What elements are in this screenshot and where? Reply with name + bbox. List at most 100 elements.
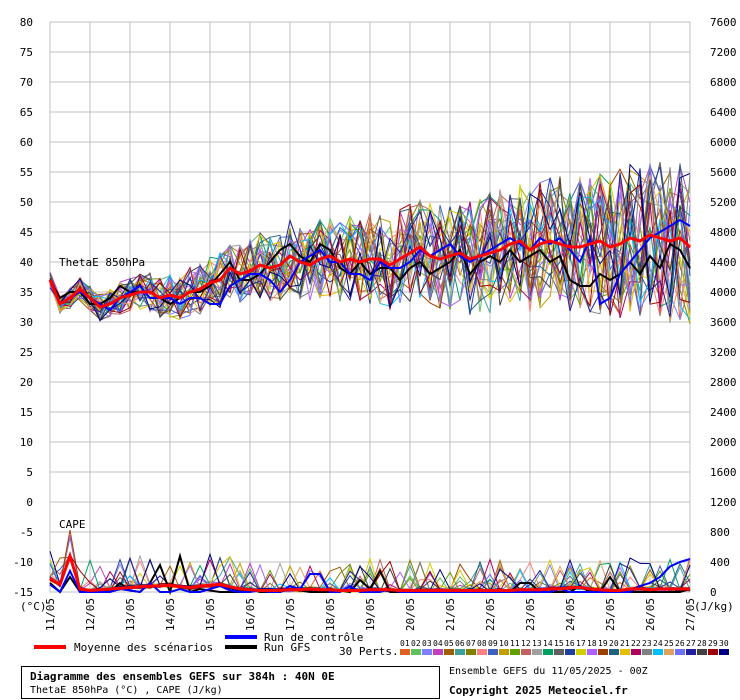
right-axis-ticks: 7600720068006400600056005200480044004000… (710, 16, 737, 599)
left-tick-label: 0 (26, 496, 33, 509)
perturbation-number: 13 (532, 639, 542, 648)
perturbation-number: 25 (664, 639, 674, 648)
right-tick-label: 6000 (710, 136, 737, 149)
left-tick-label: 70 (20, 76, 33, 89)
perturbations-label: 30 Perts. (339, 645, 399, 658)
perturbation-swatch (620, 649, 630, 655)
perturbation-swatch (510, 649, 520, 655)
right-tick-label: 4400 (710, 256, 737, 269)
copyright: Copyright 2025 Meteociel.fr (449, 684, 628, 697)
perturbation-number: 17 (576, 639, 586, 648)
right-tick-label: 7600 (710, 16, 737, 29)
left-tick-label: -5 (20, 526, 33, 539)
perturbation-number: 03 (422, 639, 432, 648)
perturbation-swatch (664, 649, 674, 655)
perturbation-number: 24 (653, 639, 663, 648)
perturbation-swatch (400, 649, 410, 655)
perturbation-swatch (631, 649, 641, 655)
x-tick-label: 26/05 (644, 598, 657, 631)
perturbation-swatch (653, 649, 663, 655)
x-tick-label: 22/05 (484, 598, 497, 631)
x-tick-label: 18/05 (324, 598, 337, 631)
perturbation-number: 08 (477, 639, 487, 648)
right-tick-label: 4000 (710, 286, 737, 299)
diagram-subtitle: ThetaE 850hPa (°C) , CAPE (J/kg) (30, 685, 223, 696)
perturbation-number: 26 (675, 639, 685, 648)
diagram-title: Diagramme des ensembles GEFS sur 384h : … (30, 670, 335, 683)
right-tick-label: 1600 (710, 466, 737, 479)
x-tick-label: 13/05 (124, 598, 137, 631)
right-tick-label: 7200 (710, 46, 737, 59)
perturbation-number: 30 (719, 639, 729, 648)
perturbation-number: 10 (499, 639, 509, 648)
left-tick-label: 40 (20, 256, 33, 269)
x-tick-label: 24/05 (564, 598, 577, 631)
left-tick-label: 75 (20, 46, 33, 59)
x-axis-labels: 11/05 12/05 13/05 14/05 15/05 16/05 17/05 18/05… (44, 598, 697, 631)
left-tick-label: 10 (20, 436, 33, 449)
perturbation-swatch (466, 649, 476, 655)
gfs-legend-label: Run GFS (264, 641, 310, 654)
x-tick-label: 11/05 (44, 598, 57, 631)
right-tick-label: 2000 (710, 436, 737, 449)
x-tick-label: 16/05 (244, 598, 257, 631)
x-tick-label: 12/05 (84, 598, 97, 631)
perturbation-number: 28 (697, 639, 707, 648)
left-tick-label: 35 (20, 286, 33, 299)
perturbation-thetae-line (49, 163, 691, 322)
perturbation-swatch (565, 649, 575, 655)
perturbation-number: 23 (642, 639, 652, 648)
perturbation-number: 19 (598, 639, 608, 648)
right-tick-label: 6800 (710, 76, 737, 89)
x-tick-label: 15/05 (204, 598, 217, 631)
perturbation-number: 06 (455, 639, 465, 648)
x-tick-label: 21/05 (444, 598, 457, 631)
footer-box: Diagramme des ensembles GEFS sur 384h : … (21, 666, 440, 699)
series-cape-line (49, 558, 691, 594)
right-tick-label: 6400 (710, 106, 737, 119)
right-tick-label: 4800 (710, 226, 737, 239)
cape-label: CAPE (59, 518, 86, 531)
right-tick-label: 5600 (710, 166, 737, 179)
left-tick-label: 20 (20, 376, 33, 389)
left-tick-label: -10 (13, 556, 33, 569)
left-tick-label: 25 (20, 346, 33, 359)
right-tick-label: 0 (710, 586, 717, 599)
perturbation-number: 22 (631, 639, 641, 648)
left-tick-label: 15 (20, 406, 33, 419)
left-tick-label: -15 (13, 586, 33, 599)
perturbation-swatch (411, 649, 421, 655)
perturbation-swatch (521, 649, 531, 655)
perturbation-swatch (697, 649, 707, 655)
x-tick-label: 14/05 (164, 598, 177, 631)
perturbation-number: 21 (620, 639, 630, 648)
perturbation-swatch (444, 649, 454, 655)
perturbation-number: 02 (411, 639, 421, 648)
thetae-label: ThetaE 850hPa (59, 256, 145, 269)
perturbation-swatch (488, 649, 498, 655)
right-tick-label: 2400 (710, 406, 737, 419)
perturbation-swatch (686, 649, 696, 655)
perturbation-legend: 01 02 03 04 05 06 07 08 09 10 11 12 13 14 15 16 17 18 19 20… (400, 639, 729, 655)
perturbation-swatch (719, 649, 729, 655)
perturbation-swatch (642, 649, 652, 655)
perturbation-swatch (598, 649, 608, 655)
perturbation-number: 04 (433, 639, 443, 648)
perturbation-number: 01 (400, 639, 410, 648)
perturbation-swatch (576, 649, 586, 655)
perturbation-number: 18 (587, 639, 597, 648)
right-unit-label: (J/kg) (694, 600, 734, 613)
left-tick-label: 65 (20, 106, 33, 119)
perturbation-swatch (455, 649, 465, 655)
series-thetae-line (49, 218, 691, 312)
left-tick-label: 45 (20, 226, 33, 239)
left-tick-label: 60 (20, 136, 33, 149)
main-series-lines (48, 218, 692, 596)
perturbation-number: 15 (554, 639, 564, 648)
perturbation-thetae-line (49, 179, 691, 322)
left-tick-label: 5 (26, 466, 33, 479)
perturbation-swatch (422, 649, 432, 655)
series-thetae-line (48, 233, 692, 309)
perturbation-number: 11 (510, 639, 520, 648)
